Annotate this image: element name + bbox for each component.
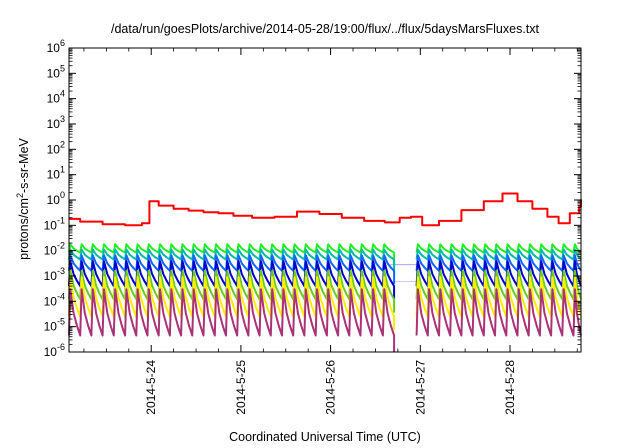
y-tick-label: 104	[47, 89, 65, 106]
y-tick-label: 10-3	[44, 266, 65, 283]
y-tick-label: 10-4	[44, 291, 65, 308]
y-tick-label: 10-5	[44, 317, 65, 334]
series-layer	[68, 192, 582, 352]
plot-frame	[68, 47, 582, 353]
series-3-line	[68, 254, 582, 285]
y-tick-label: 103	[47, 114, 65, 131]
y-tick-label: 10-2	[44, 241, 65, 258]
chart-title: /data/run/goesPlots/archive/2014-05-28/1…	[111, 22, 540, 36]
svg-text:protons/cm2-s-sr-MeV: protons/cm2-s-sr-MeV	[15, 137, 31, 259]
y-axis-label: protons/cm2-s-sr-MeV	[15, 137, 31, 259]
y-tick-label: 10-1	[44, 215, 65, 232]
x-tick-label: 2014-5-28	[503, 360, 517, 415]
x-tick-label: 2014-5-26	[324, 360, 338, 415]
x-tick-label: 2014-5-25	[234, 360, 248, 415]
y-tick-label: 102	[47, 139, 65, 156]
x-tick-label: 2014-5-27	[413, 360, 427, 415]
y-tick-label: 100	[47, 190, 65, 207]
x-tick-label: 2014-5-24	[144, 360, 158, 415]
series-2-line	[68, 248, 582, 273]
y-tick-label: 10-6	[44, 342, 65, 359]
series-4-line	[68, 260, 582, 300]
y-tick-label: 105	[47, 63, 65, 80]
y-tick-label: 101	[47, 165, 65, 182]
series-0-line	[69, 192, 582, 227]
series-7-line	[68, 288, 582, 352]
series-6-line	[68, 276, 582, 330]
series-1-line	[68, 243, 582, 266]
axes: 10-6 10-5 10-4 10-3 10-2 10-1 100 101 102 103 104 1…	[44, 38, 582, 415]
x-axis-label: Coordinated Universal Time (UTC)	[229, 430, 421, 444]
series-5-line	[68, 269, 582, 313]
y-tick-label: 106	[47, 38, 65, 55]
